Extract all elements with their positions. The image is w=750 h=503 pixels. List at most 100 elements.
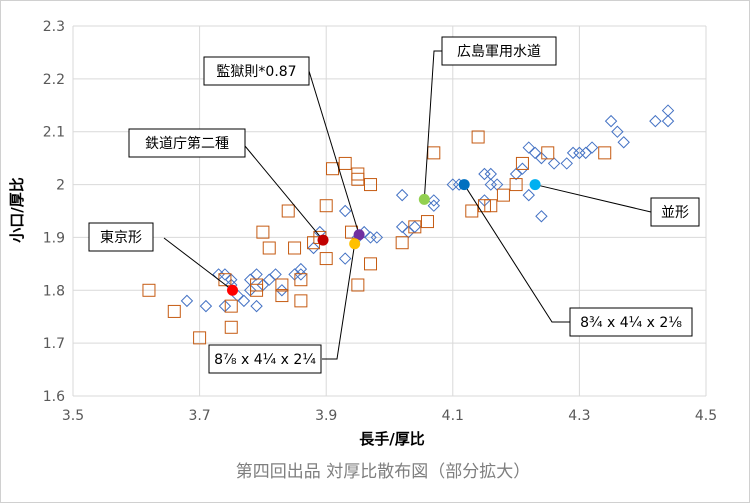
square-point	[193, 331, 207, 345]
square-point	[338, 156, 352, 170]
x-tick-label: 4.1	[442, 408, 464, 424]
highlight-point	[317, 234, 329, 246]
callout-leader	[244, 145, 324, 241]
square-point	[364, 178, 378, 192]
diamond-point	[294, 268, 308, 281]
square-point	[319, 199, 333, 213]
diamond-point	[547, 157, 561, 170]
y-tick-label: 2	[56, 178, 65, 194]
diamond-point	[579, 146, 592, 160]
diamond-point	[427, 199, 441, 212]
diamond-point	[661, 104, 675, 117]
square-point	[224, 299, 238, 313]
callout-leader	[308, 70, 360, 235]
highlight-points	[227, 179, 541, 296]
diamond-point	[617, 136, 630, 149]
diamond-point	[535, 151, 548, 165]
highlight-point	[353, 229, 365, 241]
square-point	[598, 146, 612, 160]
callout-leader	[163, 237, 233, 291]
diamond-point	[573, 146, 586, 160]
square-point	[275, 278, 289, 292]
callout-leader	[423, 50, 442, 200]
callout-box	[128, 128, 246, 158]
y-axis-title: 小口/厚比	[8, 177, 26, 242]
square-point	[351, 278, 365, 292]
callout-box	[650, 197, 700, 227]
callout-box	[203, 56, 310, 86]
diamond-point	[250, 299, 263, 313]
square-point	[326, 162, 340, 176]
x-tick-label: 3.5	[62, 408, 84, 424]
diamond-point	[484, 178, 497, 191]
y-tick-label: 2.1	[43, 125, 65, 141]
diamond-point	[661, 114, 675, 128]
diamond-point	[275, 284, 289, 297]
diamond-point	[604, 114, 618, 128]
square-point	[250, 278, 264, 292]
square-point	[471, 130, 485, 144]
callout-label: 8¾ x 4¼ x 2⅛	[580, 315, 682, 331]
diamond-point	[478, 167, 491, 181]
callout-box	[569, 307, 693, 337]
y-tick-label: 1.9	[43, 230, 65, 246]
square-point	[541, 146, 555, 160]
diamond-point	[528, 146, 542, 160]
diamond-point	[484, 167, 497, 181]
callout-label: 東京形	[100, 230, 142, 246]
highlight-point	[418, 193, 430, 205]
callout-label: 監獄則*0.87	[216, 63, 296, 80]
square-point	[281, 204, 295, 218]
callout-labels: 東京形 鉄道庁第二種 監獄則*0.87 8⅞ x 4¼ x 2¼ 広島軍用水道 8¾ x …	[88, 36, 700, 374]
diamond-point	[427, 194, 441, 207]
diamond-point	[370, 231, 384, 244]
diamond-point	[218, 268, 232, 281]
diamond-point	[237, 294, 251, 308]
square-point	[275, 289, 289, 303]
square-point	[294, 273, 308, 287]
diamond-point	[364, 231, 377, 244]
square-point	[420, 215, 434, 229]
diamond-point	[250, 268, 263, 281]
x-tick-label: 4.3	[568, 408, 590, 424]
diamond-point	[535, 210, 548, 223]
diamond-point	[338, 204, 352, 218]
y-tick-label: 1.7	[43, 336, 65, 352]
diamond-point	[180, 294, 194, 308]
x-tick-label: 3.7	[188, 408, 210, 424]
diamond-point	[446, 178, 460, 191]
callout-leader-lines	[163, 50, 652, 360]
x-tick-label: 3.9	[315, 408, 337, 424]
diamond-point	[199, 299, 213, 313]
x-tick-labels: 3.5 3.7 3.9 4.1 4.3 4.5	[62, 408, 717, 424]
y-tick-labels: 1.6 1.7 1.8 1.9 2 2.1 2.2 2.3	[43, 19, 65, 405]
diamond-point	[294, 262, 308, 276]
square-point	[167, 304, 181, 318]
square-point	[294, 294, 308, 308]
square-point	[515, 156, 529, 170]
x-axis-title: 長手/厚比	[359, 430, 424, 448]
square-point	[319, 252, 333, 266]
gridlines	[72, 25, 707, 397]
square-point	[142, 283, 156, 297]
diamond-point	[516, 162, 529, 175]
square-point	[509, 178, 523, 192]
callout-box	[208, 344, 322, 374]
data-series	[142, 104, 675, 345]
square-point	[408, 220, 422, 234]
square-point	[288, 241, 302, 255]
highlight-point	[227, 284, 239, 296]
callout-label: 鉄道庁第二種	[145, 135, 229, 152]
callout-label: 並形	[661, 205, 689, 221]
callout-leader	[534, 184, 652, 213]
square-point	[484, 199, 498, 213]
square-point	[351, 172, 365, 186]
square-point	[496, 188, 510, 202]
diamond-point	[263, 273, 276, 286]
y-tick-label: 2.3	[43, 19, 65, 35]
square-point	[427, 146, 441, 160]
diamond-point	[408, 220, 422, 234]
square-point	[224, 320, 238, 334]
diamond-point	[649, 114, 662, 128]
